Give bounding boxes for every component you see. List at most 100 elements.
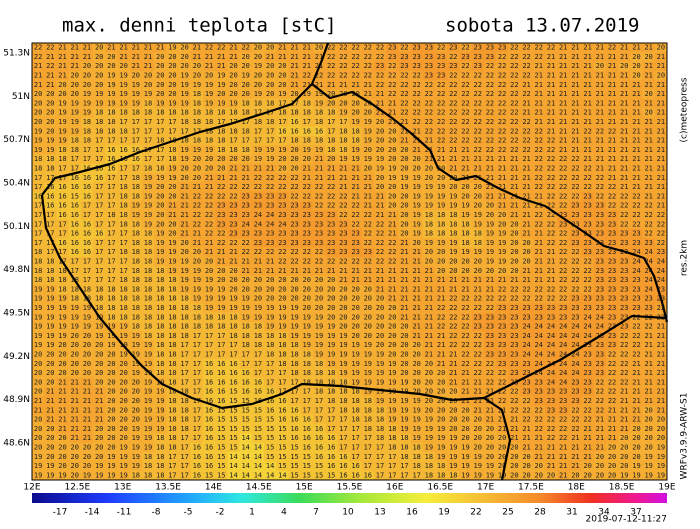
cell-value: 23: [327, 248, 335, 256]
cell-value: 20: [339, 323, 347, 331]
cell: [288, 173, 301, 183]
cell: [618, 108, 631, 118]
cell-value: 19: [437, 202, 445, 210]
cell-value: 21: [486, 174, 494, 182]
cell: [508, 70, 521, 81]
cell-value: 20: [217, 90, 225, 98]
cell-value: 18: [34, 165, 42, 173]
cell-value: 21: [547, 109, 555, 117]
cell-value: 17: [364, 443, 372, 451]
cell-value: 23: [596, 341, 604, 349]
cell: [227, 108, 240, 118]
cell: [32, 163, 45, 174]
cell: [227, 126, 240, 137]
cell: [337, 70, 350, 81]
cell-value: 17: [351, 443, 359, 451]
cell-value: 19: [290, 313, 298, 321]
cell-value: 21: [193, 53, 201, 61]
cell-value: 20: [156, 81, 164, 89]
cell-value: 19: [217, 285, 225, 293]
cell-value: 18: [34, 248, 42, 256]
cell-value: 16: [83, 230, 91, 238]
cell-value: 18: [229, 146, 237, 154]
cell: [410, 154, 424, 165]
cell-value: 19: [474, 453, 482, 461]
cell: [581, 191, 595, 202]
cell-value: 22: [522, 406, 530, 414]
cell-value: 21: [376, 202, 384, 210]
cell: [569, 43, 582, 53]
cell-value: 21: [608, 109, 616, 117]
cell-value: 22: [571, 155, 579, 163]
cell: [178, 145, 192, 155]
cell: [532, 43, 546, 53]
cell-value: 21: [559, 90, 567, 98]
cell-value: 19: [241, 313, 249, 321]
cell-value: 20: [351, 99, 359, 107]
cell-value: 18: [95, 109, 103, 117]
cell-value: 22: [400, 109, 408, 117]
cell: [349, 191, 363, 202]
cell: [630, 126, 643, 137]
cell: [337, 108, 350, 118]
cell-value: 16: [229, 378, 237, 386]
cell: [227, 89, 240, 100]
cell-value: 21: [229, 53, 237, 61]
cell-value: 19: [180, 276, 188, 284]
cell-value: 19: [498, 258, 506, 266]
cell-value: 21: [437, 360, 445, 368]
cell: [496, 89, 509, 100]
cell-value: 22: [486, 72, 494, 80]
cell-value: 20: [486, 434, 494, 442]
cell-value: 20: [339, 295, 347, 303]
cell-value: 21: [522, 434, 530, 442]
cell-value: 22: [535, 425, 543, 433]
cell-value: 16: [205, 369, 213, 377]
cell: [80, 173, 94, 183]
cell: [251, 145, 265, 155]
cell-value: 23: [278, 192, 286, 200]
cell: [618, 154, 631, 165]
cell-value: 20: [388, 341, 396, 349]
cell: [105, 43, 118, 53]
cell-value: 21: [620, 165, 628, 173]
cell: [154, 173, 167, 183]
cell-value: 22: [351, 53, 359, 61]
cell-value: 17: [278, 99, 286, 107]
cell-value: 18: [168, 350, 176, 358]
cell: [105, 135, 118, 146]
cell-value: 22: [388, 62, 396, 70]
cell-value: 19: [107, 453, 115, 461]
cell-value: 20: [583, 462, 591, 470]
cell-value: 19: [241, 72, 249, 80]
cell-value: 20: [425, 360, 433, 368]
cell-value: 19: [119, 462, 127, 470]
cell-value: 19: [144, 192, 152, 200]
cell: [251, 219, 265, 230]
cell-value: 18: [168, 360, 176, 368]
cell: [386, 219, 399, 230]
cell-value: 22: [327, 183, 335, 191]
cell-value: 21: [168, 202, 176, 210]
cell-value: 21: [34, 406, 42, 414]
cell-value: 20: [400, 146, 408, 154]
cell-value: 17: [83, 202, 91, 210]
cell-value: 23: [632, 304, 640, 312]
cell-value: 21: [596, 44, 604, 52]
cell-value: 20: [46, 90, 54, 98]
cell-value: 24: [535, 323, 543, 331]
cell-value: 19: [71, 323, 79, 331]
cell-value: 19: [315, 323, 323, 331]
cell-value: 21: [644, 127, 652, 135]
cell-value: 23: [327, 220, 335, 228]
cell-value: 20: [95, 350, 103, 358]
cell-value: 22: [583, 127, 591, 135]
cell-value: 23: [596, 267, 604, 275]
cell-value: 22: [571, 174, 579, 182]
cell-value: 18: [217, 137, 225, 145]
cell: [520, 191, 533, 202]
cell-value: 19: [327, 341, 335, 349]
cell-value: 18: [351, 406, 359, 414]
cell-value: 23: [608, 285, 616, 293]
cell: [166, 191, 179, 202]
